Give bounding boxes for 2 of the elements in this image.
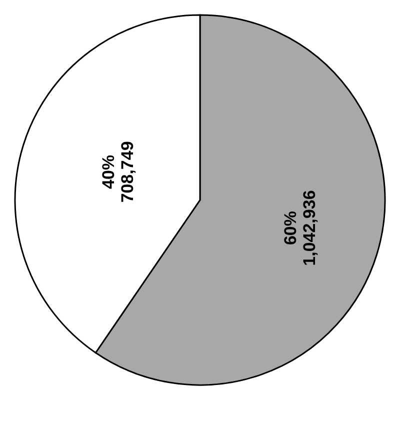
data-label: 60% 1,042,936 (280, 190, 319, 266)
data-label: 40% 708,749 (99, 141, 138, 203)
